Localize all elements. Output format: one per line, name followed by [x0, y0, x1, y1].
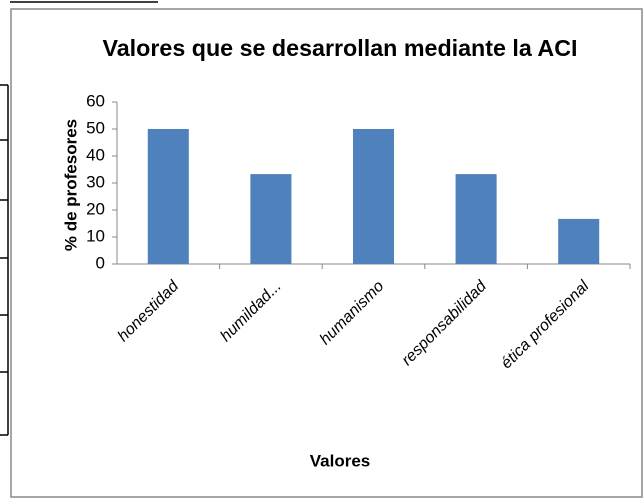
y-tick-label: 0	[96, 253, 105, 272]
y-tick-label: 40	[86, 145, 105, 164]
y-tick-label: 50	[86, 118, 105, 137]
y-tick-label: 30	[86, 172, 105, 191]
chart-frame	[10, 8, 643, 498]
y-tick-label: 60	[86, 91, 105, 110]
bar	[558, 218, 600, 264]
bar	[147, 129, 189, 264]
y-axis-label: % de profesores	[61, 119, 80, 251]
y-tick-label: 20	[86, 199, 105, 218]
bar	[352, 129, 395, 264]
x-axis-label: Valores	[310, 451, 371, 470]
page-decoration	[0, 1, 158, 436]
y-tick-label: 10	[86, 226, 105, 245]
bar	[250, 174, 292, 264]
chart-title: Valores que se desarrollan mediante la A…	[103, 35, 578, 61]
bar	[455, 174, 497, 264]
